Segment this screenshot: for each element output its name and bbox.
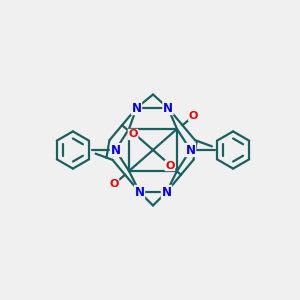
Text: N: N [185, 143, 196, 157]
Text: O: O [189, 111, 198, 121]
Text: O: O [128, 130, 138, 140]
Text: N: N [110, 143, 121, 157]
Text: N: N [134, 185, 145, 199]
Text: O: O [165, 160, 175, 170]
Text: N: N [131, 101, 142, 115]
Text: N: N [163, 101, 173, 115]
Text: N: N [161, 185, 172, 199]
Text: O: O [109, 179, 119, 189]
